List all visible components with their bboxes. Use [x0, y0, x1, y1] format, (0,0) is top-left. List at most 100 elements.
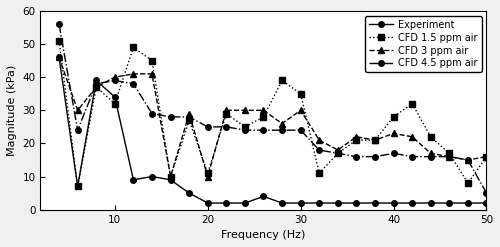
- CFD 1.5 ppm air: [74, 185, 80, 188]
- CFD 4.5 ppm air: [465, 159, 471, 162]
- Legend: Experiment, CFD 1.5 ppm air, CFD 3 ppm air, CFD 4.5 ppm air: Experiment, CFD 1.5 ppm air, CFD 3 ppm a…: [365, 16, 482, 72]
- CFD 1.5 ppm air: [372, 139, 378, 142]
- Experiment: [446, 202, 452, 205]
- CFD 4.5 ppm air: [168, 115, 173, 118]
- CFD 1.5 ppm air: [428, 135, 434, 138]
- CFD 4.5 ppm air: [74, 129, 80, 132]
- Experiment: [390, 202, 396, 205]
- CFD 3 ppm air: [409, 135, 415, 138]
- CFD 3 ppm air: [93, 86, 99, 89]
- CFD 1.5 ppm air: [354, 139, 360, 142]
- CFD 3 ppm air: [204, 175, 210, 178]
- CFD 1.5 ppm air: [465, 182, 471, 185]
- CFD 3 ppm air: [112, 76, 118, 79]
- CFD 1.5 ppm air: [224, 112, 230, 115]
- CFD 1.5 ppm air: [186, 119, 192, 122]
- CFD 4.5 ppm air: [93, 82, 99, 85]
- CFD 4.5 ppm air: [428, 155, 434, 158]
- Experiment: [279, 202, 285, 205]
- CFD 3 ppm air: [316, 139, 322, 142]
- CFD 4.5 ppm air: [335, 152, 341, 155]
- Experiment: [354, 202, 360, 205]
- CFD 3 ppm air: [260, 109, 266, 112]
- Experiment: [74, 185, 80, 188]
- CFD 1.5 ppm air: [204, 172, 210, 175]
- CFD 4.5 ppm air: [149, 112, 155, 115]
- CFD 3 ppm air: [56, 56, 62, 59]
- CFD 3 ppm air: [149, 72, 155, 75]
- CFD 3 ppm air: [484, 155, 490, 158]
- Experiment: [316, 202, 322, 205]
- CFD 3 ppm air: [372, 139, 378, 142]
- CFD 3 ppm air: [74, 109, 80, 112]
- Experiment: [224, 202, 230, 205]
- Experiment: [242, 202, 248, 205]
- CFD 1.5 ppm air: [56, 39, 62, 42]
- CFD 1.5 ppm air: [409, 102, 415, 105]
- CFD 4.5 ppm air: [56, 23, 62, 26]
- CFD 4.5 ppm air: [260, 129, 266, 132]
- X-axis label: Frequency (Hz): Frequency (Hz): [222, 230, 306, 240]
- Experiment: [186, 192, 192, 195]
- CFD 3 ppm air: [446, 155, 452, 158]
- Experiment: [484, 202, 490, 205]
- Experiment: [298, 202, 304, 205]
- Line: CFD 4.5 ppm air: CFD 4.5 ppm air: [56, 21, 490, 196]
- CFD 1.5 ppm air: [130, 46, 136, 49]
- CFD 3 ppm air: [354, 135, 360, 138]
- CFD 4.5 ppm air: [316, 148, 322, 151]
- CFD 1.5 ppm air: [316, 172, 322, 175]
- CFD 1.5 ppm air: [168, 175, 173, 178]
- CFD 4.5 ppm air: [409, 155, 415, 158]
- CFD 4.5 ppm air: [446, 155, 452, 158]
- CFD 3 ppm air: [390, 132, 396, 135]
- CFD 1.5 ppm air: [112, 102, 118, 105]
- CFD 4.5 ppm air: [484, 192, 490, 195]
- CFD 4.5 ppm air: [186, 115, 192, 118]
- CFD 4.5 ppm air: [224, 125, 230, 128]
- Experiment: [112, 96, 118, 99]
- CFD 3 ppm air: [428, 152, 434, 155]
- Experiment: [56, 56, 62, 59]
- CFD 1.5 ppm air: [335, 152, 341, 155]
- CFD 1.5 ppm air: [260, 115, 266, 118]
- CFD 3 ppm air: [298, 109, 304, 112]
- CFD 1.5 ppm air: [93, 86, 99, 89]
- Line: Experiment: Experiment: [56, 55, 490, 206]
- CFD 4.5 ppm air: [354, 155, 360, 158]
- Experiment: [465, 202, 471, 205]
- CFD 1.5 ppm air: [446, 152, 452, 155]
- CFD 3 ppm air: [279, 122, 285, 125]
- Experiment: [260, 195, 266, 198]
- Experiment: [130, 178, 136, 181]
- CFD 4.5 ppm air: [112, 79, 118, 82]
- CFD 3 ppm air: [168, 175, 173, 178]
- Experiment: [428, 202, 434, 205]
- CFD 4.5 ppm air: [279, 129, 285, 132]
- Experiment: [204, 202, 210, 205]
- CFD 4.5 ppm air: [130, 82, 136, 85]
- CFD 1.5 ppm air: [298, 92, 304, 95]
- CFD 3 ppm air: [335, 148, 341, 151]
- CFD 4.5 ppm air: [372, 155, 378, 158]
- Y-axis label: Magnitude (kPa): Magnitude (kPa): [7, 65, 17, 156]
- CFD 3 ppm air: [224, 109, 230, 112]
- Experiment: [409, 202, 415, 205]
- Experiment: [168, 178, 173, 181]
- CFD 4.5 ppm air: [242, 129, 248, 132]
- CFD 1.5 ppm air: [279, 79, 285, 82]
- CFD 3 ppm air: [186, 112, 192, 115]
- CFD 1.5 ppm air: [242, 125, 248, 128]
- CFD 4.5 ppm air: [298, 129, 304, 132]
- CFD 3 ppm air: [130, 72, 136, 75]
- CFD 4.5 ppm air: [204, 125, 210, 128]
- Experiment: [372, 202, 378, 205]
- CFD 1.5 ppm air: [149, 59, 155, 62]
- Experiment: [149, 175, 155, 178]
- CFD 1.5 ppm air: [390, 115, 396, 118]
- CFD 1.5 ppm air: [484, 155, 490, 158]
- CFD 3 ppm air: [465, 159, 471, 162]
- Experiment: [93, 79, 99, 82]
- Line: CFD 3 ppm air: CFD 3 ppm air: [56, 55, 490, 179]
- Line: CFD 1.5 ppm air: CFD 1.5 ppm air: [56, 38, 490, 189]
